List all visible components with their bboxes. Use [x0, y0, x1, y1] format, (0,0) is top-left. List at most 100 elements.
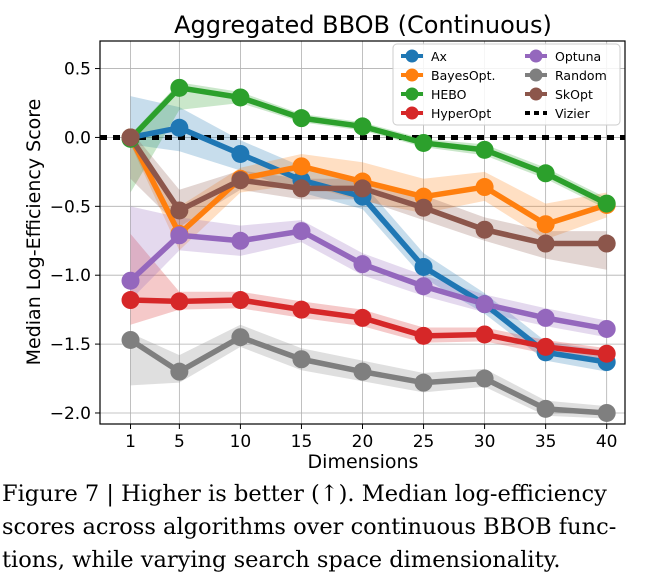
legend-item-ax: Ax	[401, 49, 447, 64]
point-hyperopt	[414, 326, 433, 345]
point-hyperopt	[475, 325, 494, 344]
x-tick-label: 15	[291, 432, 313, 452]
point-ax	[170, 118, 189, 137]
point-optuna	[597, 319, 616, 338]
y-tick-label: 0.5	[64, 60, 91, 80]
legend-marker	[405, 68, 419, 82]
point-optuna	[475, 295, 494, 314]
point-hebo	[475, 140, 494, 159]
point-random	[170, 362, 189, 381]
point-skopt	[121, 128, 140, 147]
line-chart: Aggregated BBOB (Continuous) 1 5 10 15 20 25 3…	[23, 11, 626, 473]
point-random	[536, 399, 555, 418]
legend-marker	[529, 49, 543, 63]
point-hebo	[536, 164, 555, 183]
x-tick-label: 1	[125, 432, 136, 452]
figure-caption: Figure 7 | Higher is better (↑). Median …	[2, 478, 647, 577]
point-skopt	[475, 220, 494, 239]
x-tick-label: 5	[174, 432, 185, 452]
point-skopt	[231, 171, 250, 190]
legend-item-random: Random	[525, 68, 607, 83]
point-random	[231, 328, 250, 347]
legend-label: SkOpt	[555, 87, 593, 102]
point-hebo	[292, 109, 311, 128]
point-bayesopt	[475, 178, 494, 197]
legend-item-vizier: Vizier	[525, 106, 590, 121]
point-bayesopt	[292, 157, 311, 176]
point-optuna	[292, 222, 311, 241]
x-tick-label: 30	[474, 432, 496, 452]
point-ax	[231, 144, 250, 163]
legend-box	[392, 43, 621, 126]
x-tick-label: 40	[596, 432, 618, 452]
point-skopt	[536, 234, 555, 253]
caption-line-2: scores across algorithms over continuous…	[2, 514, 617, 540]
legend-marker	[529, 68, 543, 82]
point-random	[414, 373, 433, 392]
point-skopt	[353, 179, 372, 198]
point-optuna	[353, 255, 372, 274]
legend-label: BayesOpt.	[431, 68, 495, 83]
point-hyperopt	[292, 300, 311, 319]
point-hebo	[597, 194, 616, 213]
y-tick-label: −1.5	[50, 335, 91, 355]
point-hyperopt	[597, 344, 616, 363]
point-random	[121, 330, 140, 349]
legend-marker	[529, 87, 543, 101]
x-axis-ticks: 1 5 10 15 20 25 30 35 40	[125, 424, 618, 452]
chart-title: Aggregated BBOB (Continuous)	[174, 11, 552, 39]
y-axis-label: Median Log-Efficiency Score	[23, 99, 45, 366]
legend-item-bayesopt: BayesOpt.	[401, 68, 495, 83]
point-random	[597, 403, 616, 422]
x-tick-label: 10	[230, 432, 252, 452]
legend-label: HEBO	[431, 87, 467, 102]
y-axis-ticks: 0.5 0.0 −0.5 −1.0 −1.5 −2.0	[50, 60, 100, 424]
legend-item-hebo: HEBO	[401, 87, 467, 102]
x-tick-label: 20	[352, 432, 374, 452]
point-skopt	[170, 201, 189, 220]
legend-label: Optuna	[555, 49, 601, 64]
legend-marker	[405, 49, 419, 63]
point-hebo	[414, 133, 433, 152]
y-tick-label: −1.0	[50, 266, 91, 286]
point-hyperopt	[170, 292, 189, 311]
point-random	[292, 350, 311, 369]
legend-item-optuna: Optuna	[525, 49, 601, 64]
point-optuna	[536, 308, 555, 327]
point-skopt	[597, 234, 616, 253]
point-optuna	[414, 277, 433, 296]
legend-label: HyperOpt	[431, 106, 491, 121]
legend-label: Vizier	[555, 106, 590, 121]
point-hyperopt	[536, 337, 555, 356]
point-hebo	[353, 117, 372, 136]
y-tick-label: −2.0	[50, 404, 91, 424]
point-skopt	[292, 179, 311, 198]
point-optuna	[121, 271, 140, 290]
y-tick-label: 0.0	[64, 128, 91, 148]
point-random	[353, 362, 372, 381]
legend: Ax BayesOpt. HEBO HyperOpt Optuna Random SkOpt…	[392, 43, 621, 126]
legend-marker	[405, 87, 419, 101]
point-random	[475, 369, 494, 388]
x-tick-label: 35	[535, 432, 557, 452]
point-skopt	[414, 198, 433, 217]
legend-item-skopt: SkOpt	[525, 87, 593, 102]
point-hebo	[231, 88, 250, 107]
caption-line-3: tions, while varying search space dimens…	[2, 547, 561, 573]
x-axis-label: Dimensions	[308, 451, 419, 473]
x-tick-label: 25	[413, 432, 435, 452]
caption-line-1: Figure 7 | Higher is better (↑). Median …	[2, 481, 607, 507]
point-hyperopt	[231, 291, 250, 310]
legend-marker	[405, 106, 419, 120]
point-hyperopt	[121, 291, 140, 310]
legend-item-hyperopt: HyperOpt	[401, 106, 491, 121]
point-bayesopt	[536, 215, 555, 234]
legend-label: Random	[555, 68, 607, 83]
point-hyperopt	[353, 308, 372, 327]
point-optuna	[170, 226, 189, 245]
y-tick-label: −0.5	[50, 197, 91, 217]
legend-label: Ax	[431, 49, 447, 64]
series-points	[121, 78, 616, 422]
point-ax	[414, 257, 433, 276]
point-hebo	[170, 78, 189, 97]
